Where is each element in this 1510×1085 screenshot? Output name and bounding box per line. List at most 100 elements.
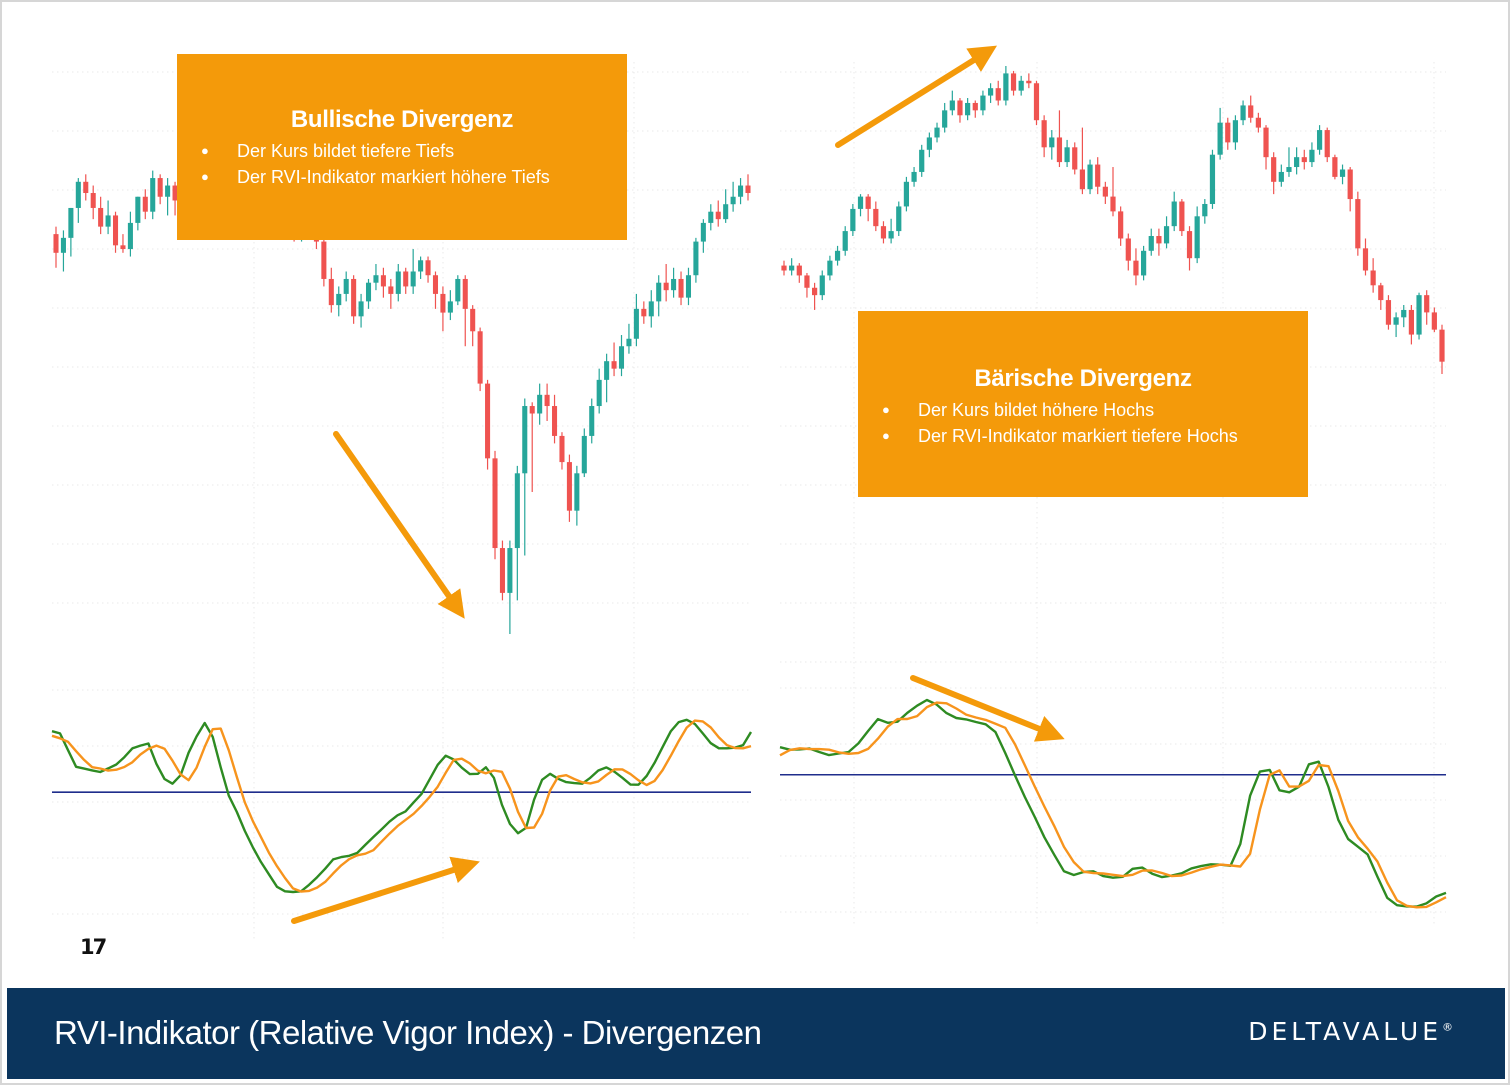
candle-body: [987, 88, 994, 96]
candle-body: [1186, 231, 1193, 259]
candle-body: [671, 278, 677, 291]
footer-bar: RVI-Indikator (Relative Vigor Index) - D…: [7, 988, 1505, 1079]
divergence-arrow: [910, 675, 1065, 742]
bullish-divergence-title: Bullische Divergenz: [290, 106, 514, 133]
candle-body: [656, 282, 662, 302]
candle-body: [388, 286, 394, 294]
candle-body: [596, 379, 602, 407]
candle-body: [1271, 157, 1277, 182]
candle-body: [995, 88, 1001, 101]
candle-body: [1087, 164, 1093, 190]
candle-body: [934, 127, 940, 138]
candle-body: [440, 293, 446, 313]
candle-body: [1202, 203, 1208, 217]
candle-body: [857, 196, 864, 209]
candle-body: [522, 406, 528, 474]
bearish-divergence-title: Bärische Divergenz: [974, 365, 1192, 392]
candle-body: [896, 206, 902, 232]
rvi-panel-left: [51, 718, 753, 894]
divergence-arrow: [333, 431, 465, 619]
candle-body: [1240, 105, 1246, 121]
bearish-divergence-note: Bärische Divergenz Der Kurs bildet höher…: [858, 311, 1308, 497]
rvi-panel-right: [779, 698, 1447, 909]
candle-body: [1179, 201, 1185, 232]
candle-body: [873, 208, 879, 227]
candle-body: [403, 271, 409, 287]
candle-body: [1079, 169, 1085, 190]
footer-title: RVI-Indikator (Relative Vigor Index) - D…: [54, 1014, 762, 1051]
candle-body: [53, 234, 59, 253]
candle-body: [834, 250, 841, 261]
candle-body: [1018, 80, 1024, 91]
brand-name: DELTAVALUE: [1248, 1017, 1442, 1046]
candle-body: [1385, 300, 1392, 325]
candle-body: [1439, 329, 1445, 362]
candle-body: [358, 301, 364, 317]
candle-body: [410, 271, 416, 287]
candle-body: [1217, 122, 1223, 155]
rvi-line: [51, 718, 753, 894]
candle-body: [1347, 169, 1353, 200]
divergence-arrow: [835, 45, 998, 148]
candle-body: [1431, 312, 1437, 330]
candle-body: [75, 181, 81, 208]
candle-body: [150, 178, 156, 212]
candle-body: [105, 215, 111, 227]
candle-body: [1056, 137, 1063, 163]
candle-body: [68, 207, 74, 238]
candle-body: [418, 260, 424, 272]
candle-body: [135, 196, 141, 223]
bullish-divergence-note: Bullische Divergenz Der Kurs bildet tief…: [177, 54, 627, 240]
price-panel-left: [53, 122, 751, 634]
candle-body: [745, 185, 751, 194]
candle-body: [1294, 157, 1300, 168]
candle-body: [544, 394, 550, 407]
candle-body: [1278, 171, 1284, 182]
candle-body: [328, 278, 334, 306]
candle-body: [1355, 199, 1361, 249]
candle-body: [626, 338, 632, 347]
candle-body: [1118, 211, 1124, 239]
signal-line: [51, 719, 752, 893]
candle-body: [380, 275, 386, 287]
candle-body: [499, 548, 505, 593]
candle-body: [1125, 238, 1131, 261]
candle-body: [723, 204, 729, 220]
candle-body: [819, 275, 825, 296]
candle-body: [1095, 164, 1101, 187]
candle-body: [1026, 80, 1032, 84]
candle-body: [447, 301, 453, 313]
candle-body: [957, 100, 963, 116]
candle-body: [477, 331, 483, 384]
candle-body: [611, 361, 617, 369]
candle-body: [700, 222, 706, 242]
candle-body: [972, 102, 978, 111]
candle-body: [1339, 169, 1346, 177]
candle-body: [715, 211, 721, 220]
candle-body: [1102, 186, 1108, 197]
candle-body: [142, 196, 148, 212]
candle-body: [425, 260, 431, 276]
candle-body: [1424, 295, 1430, 313]
candle-body: [648, 301, 654, 317]
candle-body: [60, 237, 66, 253]
candle-body: [537, 394, 543, 414]
candle-body: [365, 282, 372, 302]
candle-body: [98, 207, 104, 227]
candle-body: [789, 265, 795, 271]
candle-body: [604, 361, 610, 380]
candle-body: [1393, 317, 1399, 325]
candle-body: [581, 435, 587, 474]
candle-body: [373, 275, 379, 283]
candle-body: [796, 265, 802, 276]
candle-body: [804, 275, 810, 288]
candle-body: [618, 346, 625, 369]
candle-body: [485, 383, 491, 459]
candle-body: [1370, 270, 1376, 286]
candle-body: [812, 287, 818, 296]
candle-body: [559, 435, 565, 463]
candle-body: [321, 241, 327, 279]
candle-body: [507, 548, 513, 593]
candle-body: [165, 185, 171, 197]
